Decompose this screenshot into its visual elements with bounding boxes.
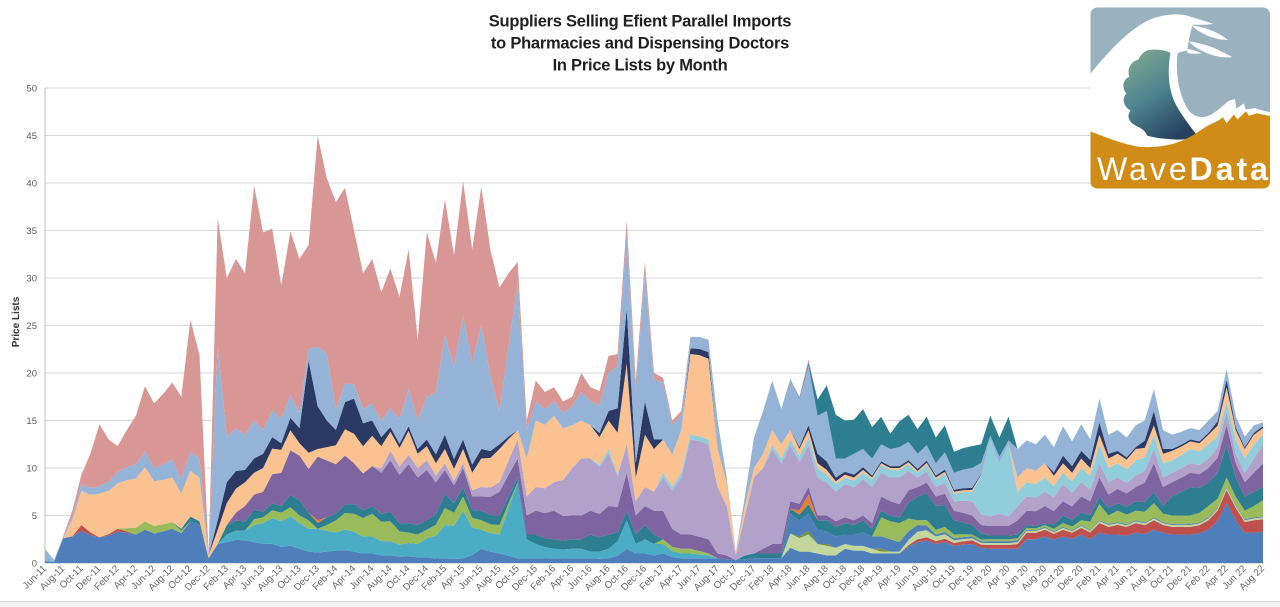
svg-text:30: 30 — [26, 274, 37, 285]
svg-text:50: 50 — [26, 84, 37, 95]
svg-text:0: 0 — [32, 559, 37, 570]
svg-text:35: 35 — [26, 226, 37, 237]
svg-text:5: 5 — [32, 511, 37, 522]
svg-text:45: 45 — [26, 131, 37, 142]
svg-text:15: 15 — [26, 416, 37, 427]
svg-text:WaveData: WaveData — [1097, 151, 1271, 187]
svg-text:Price Lists: Price Lists — [11, 296, 22, 347]
svg-text:In Price Lists by Month: In Price Lists by Month — [553, 56, 728, 74]
svg-text:to Pharmacies and Dispensing D: to Pharmacies and Dispensing Doctors — [491, 35, 789, 53]
svg-text:Suppliers Selling Efient Paral: Suppliers Selling Efient Parallel Import… — [489, 12, 791, 30]
svg-text:20: 20 — [26, 369, 37, 380]
svg-text:10: 10 — [26, 464, 37, 475]
svg-text:25: 25 — [26, 321, 37, 332]
svg-text:40: 40 — [26, 179, 37, 190]
